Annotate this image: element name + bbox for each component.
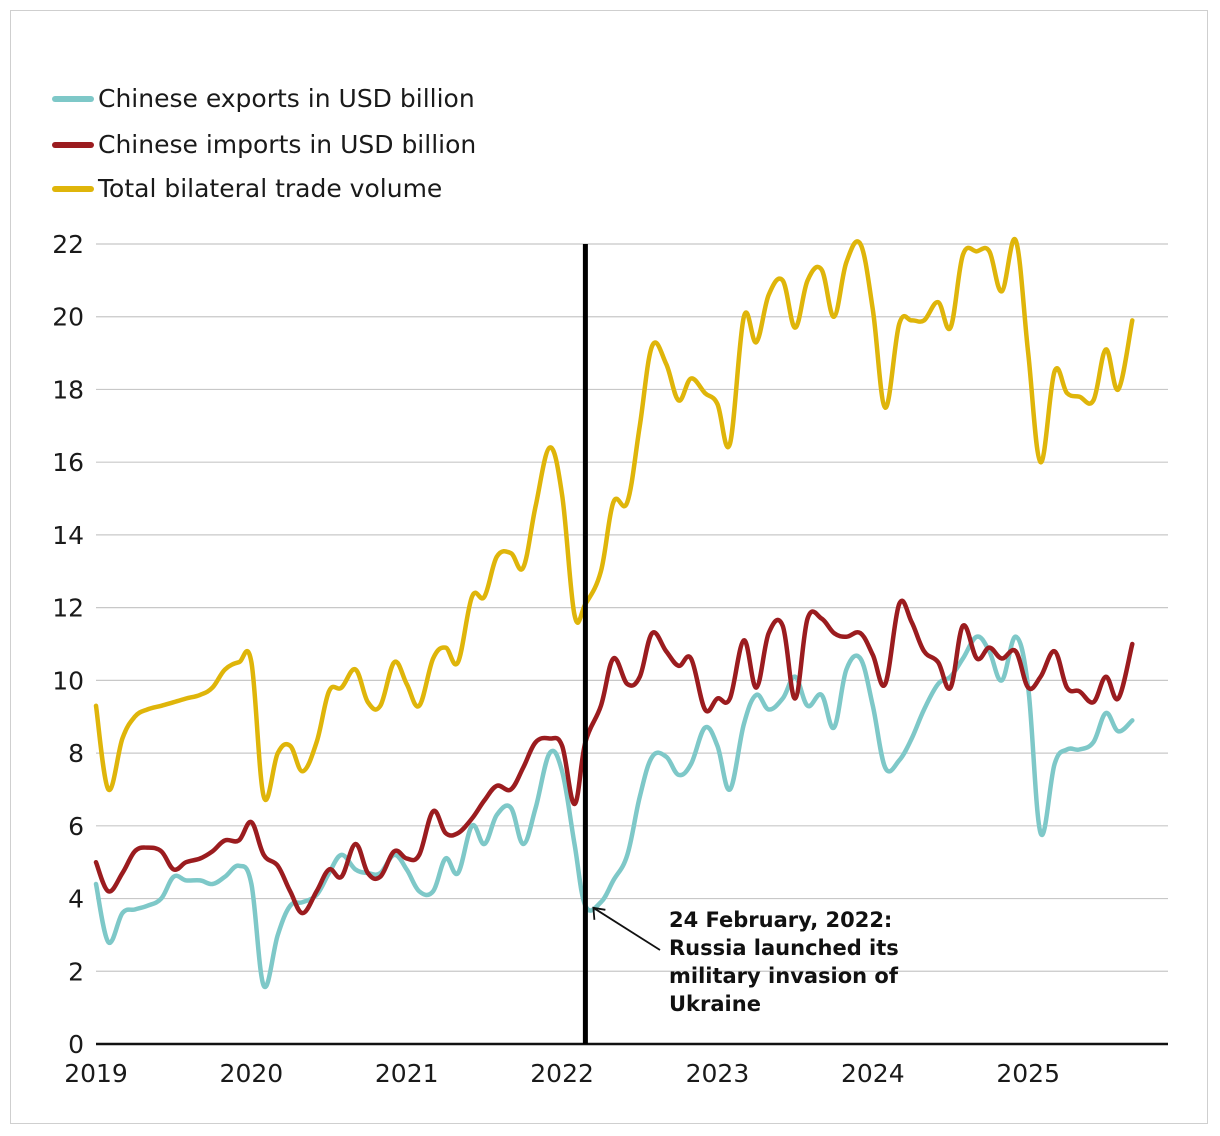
- series-exports-line: [93, 634, 1135, 990]
- legend: Chinese exports in USD billion Chinese i…: [52, 84, 476, 203]
- x-tick-label-2025: 2025: [996, 1059, 1060, 1088]
- annotation-line-1: 24 February, 2022:: [669, 908, 892, 932]
- x-axis-ticks: 2019 2020 2021 2022 2023 2024 2025: [64, 1059, 1060, 1088]
- chart-frame: [10, 10, 1208, 1124]
- y-tick-label-10: 10: [52, 666, 84, 695]
- y-tick-label-6: 6: [68, 812, 84, 841]
- legend-label-exports: Chinese exports in USD billion: [98, 84, 475, 113]
- x-tick-label-2023: 2023: [686, 1059, 750, 1088]
- y-tick-label-0: 0: [68, 1030, 84, 1059]
- annotation-line-2: Russia launched its: [669, 936, 899, 960]
- x-tick-label-2020: 2020: [220, 1059, 284, 1088]
- x-tick-label-2019: 2019: [64, 1059, 128, 1088]
- y-tick-label-16: 16: [52, 448, 84, 477]
- event-annotation: 24 February, 2022: Russia launched its m…: [592, 906, 899, 1016]
- x-tick-label-2021: 2021: [375, 1059, 439, 1088]
- gridlines: [96, 243, 1168, 972]
- y-tick-label-18: 18: [52, 375, 84, 404]
- y-tick-label-2: 2: [68, 957, 84, 986]
- annotation-arrow-shaft: [592, 907, 661, 951]
- y-axis-ticks: 0 2 4 6 8 10 12 14 16 18 20 22: [52, 230, 84, 1059]
- x-tick-label-2024: 2024: [841, 1059, 905, 1088]
- y-tick-label-14: 14: [52, 521, 84, 550]
- y-tick-label-20: 20: [52, 303, 84, 332]
- series-lines: [93, 236, 1135, 990]
- y-tick-label-22: 22: [52, 230, 84, 259]
- x-tick-label-2022: 2022: [530, 1059, 594, 1088]
- annotation-arrow-head: [592, 906, 606, 920]
- series-imports-line: [93, 598, 1135, 916]
- y-tick-label-12: 12: [52, 594, 84, 623]
- y-tick-label-8: 8: [68, 739, 84, 768]
- annotation-line-4: Ukraine: [669, 992, 761, 1016]
- legend-item-exports: Chinese exports in USD billion: [52, 84, 475, 113]
- legend-item-imports: Chinese imports in USD billion: [52, 130, 476, 159]
- legend-label-total: Total bilateral trade volume: [97, 174, 442, 203]
- series-total-line: [93, 236, 1135, 803]
- legend-item-total: Total bilateral trade volume: [52, 174, 442, 203]
- y-tick-label-4: 4: [68, 885, 84, 914]
- annotation-line-3: military invasion of: [669, 964, 899, 988]
- legend-label-imports: Chinese imports in USD billion: [98, 130, 476, 159]
